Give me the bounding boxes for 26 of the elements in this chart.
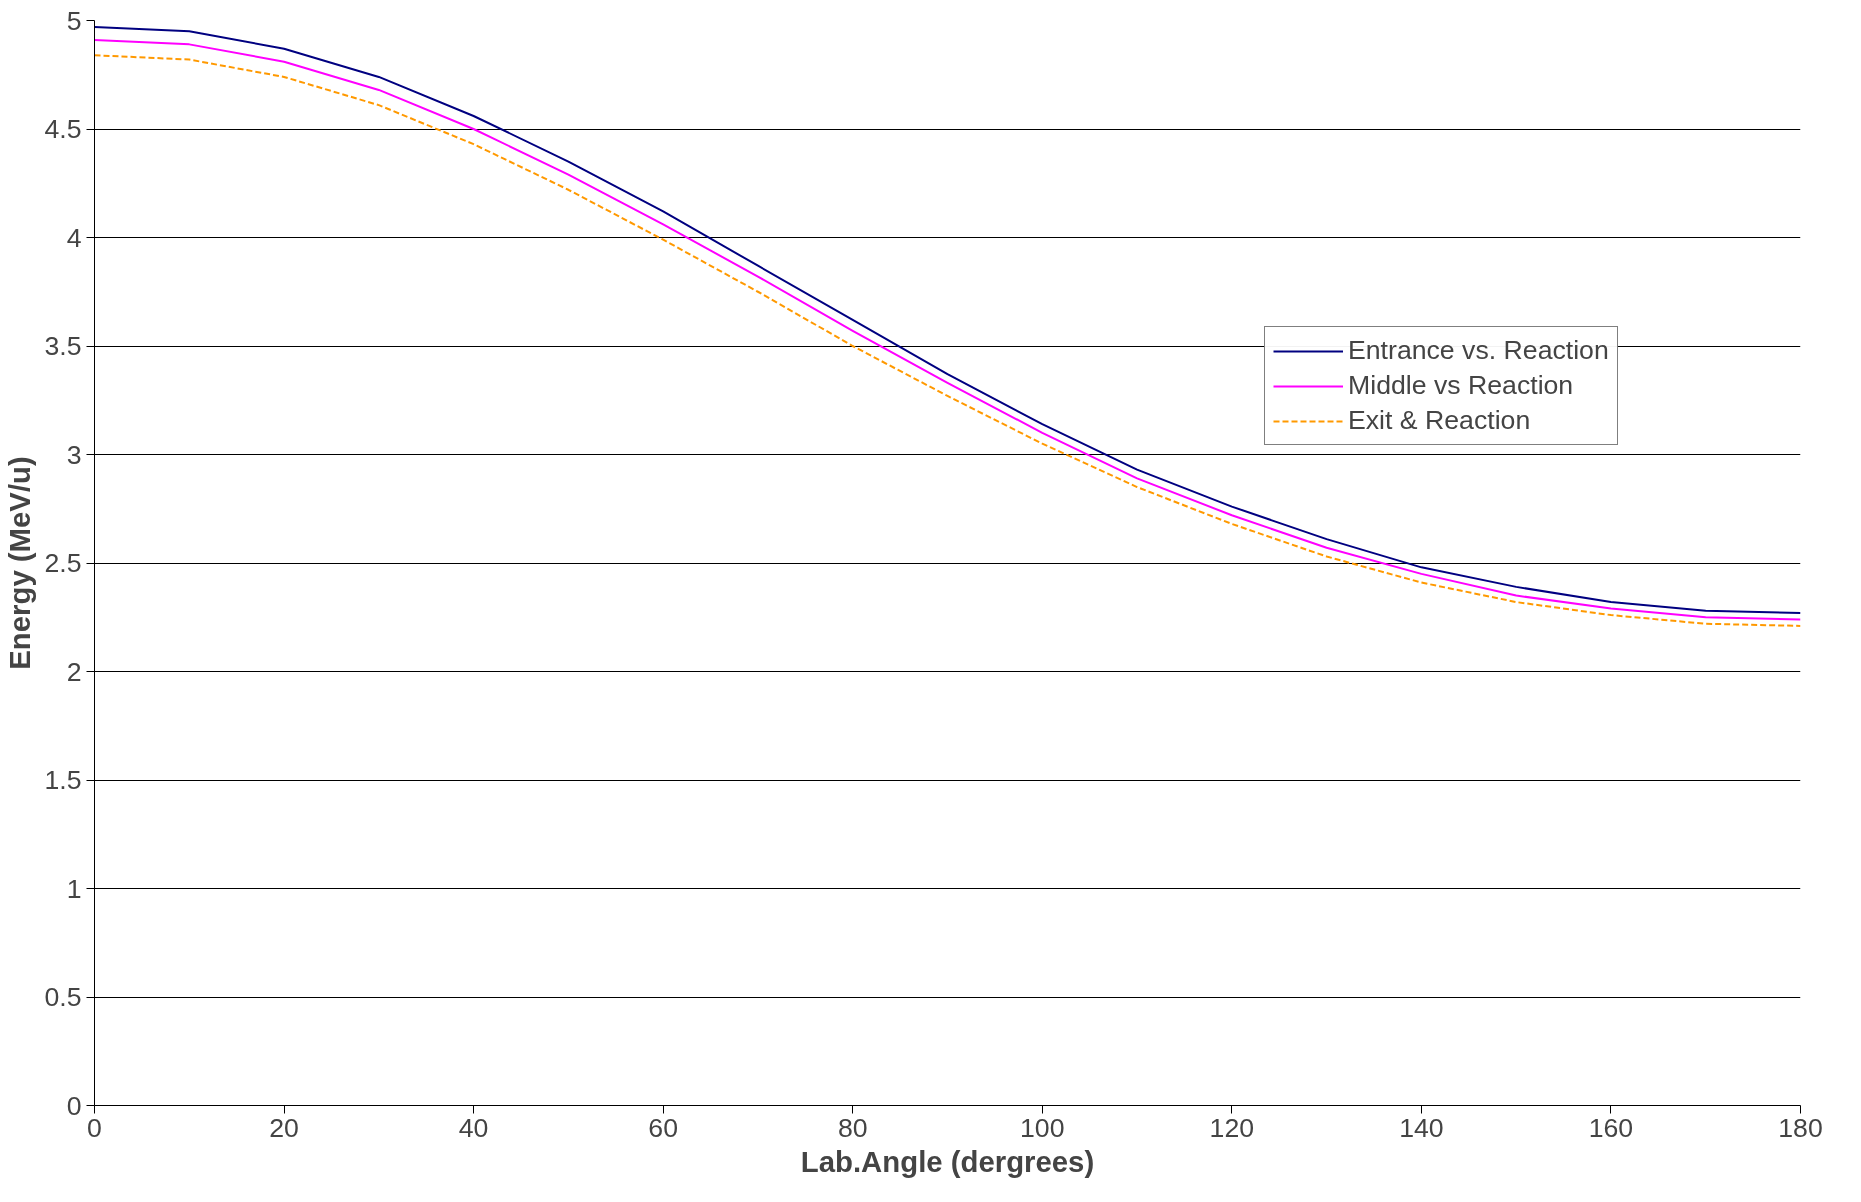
x-tick-label: 80 [837, 1112, 868, 1143]
x-tick-label: 160 [1588, 1112, 1634, 1143]
y-tick-label: 4 [66, 222, 82, 253]
y-tick-label: 5 [66, 5, 82, 36]
y-tick-label: 1 [66, 873, 82, 904]
legend-label: Entrance vs. Reaction [1348, 335, 1609, 366]
x-tick-label: 140 [1399, 1112, 1444, 1143]
y-tick-label: 1.5 [44, 765, 82, 795]
x-tick-label: 120 [1209, 1112, 1255, 1143]
legend-label: Exit & Reaction [1348, 405, 1531, 436]
x-tick-label: 60 [648, 1112, 678, 1143]
y-tick-label: 2 [66, 656, 82, 687]
y-tick-label: 0.5 [44, 982, 82, 1012]
y-tick-label: 0 [66, 1090, 82, 1121]
x-tick-label: 40 [458, 1112, 489, 1143]
y-axis-title: Energy (MeV/u) [3, 456, 37, 670]
x-tick-label: 20 [269, 1112, 299, 1143]
legend-label: Middle vs Reaction [1348, 370, 1574, 401]
x-tick-label: 0 [87, 1112, 102, 1143]
x-tick-label: 180 [1778, 1112, 1823, 1143]
y-tick-label: 4.5 [44, 114, 82, 144]
y-tick-label: 2.5 [44, 548, 82, 578]
y-tick-label: 3 [66, 439, 82, 470]
x-tick-label: 100 [1020, 1112, 1065, 1143]
x-axis-title: Lab.Angle (dergrees) [800, 1144, 1095, 1178]
y-tick-label: 3.5 [44, 331, 82, 361]
